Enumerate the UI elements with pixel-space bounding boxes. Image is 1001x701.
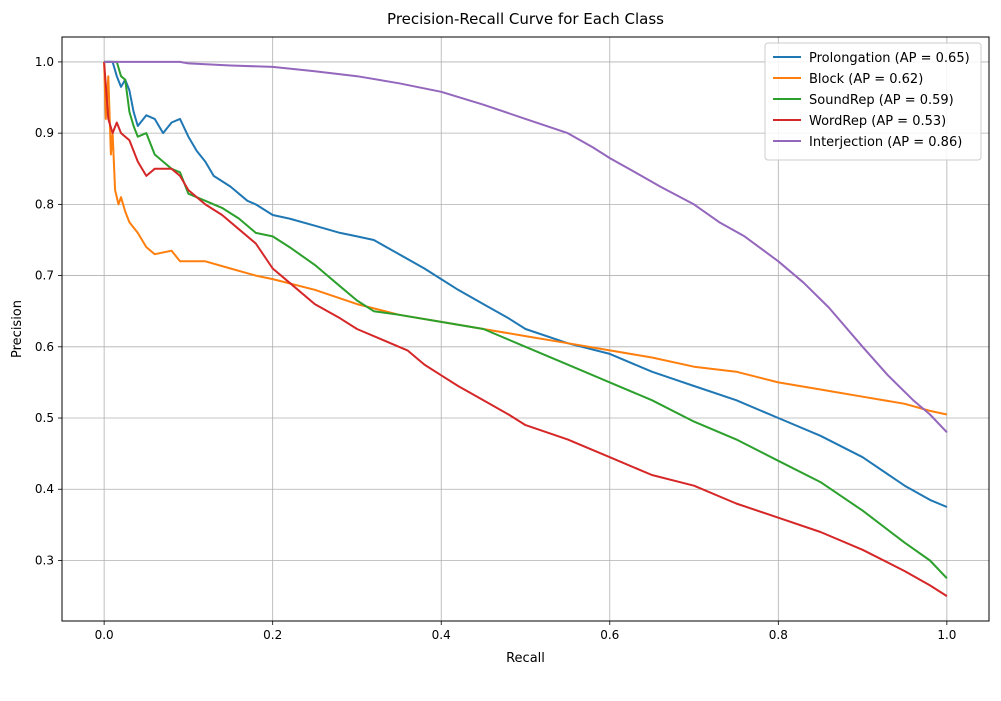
x-tick-label: 0.8 <box>769 628 788 642</box>
series-line-0 <box>104 60 948 508</box>
x-axis-label: Recall <box>506 651 545 666</box>
series-line-3 <box>103 61 948 597</box>
legend-label: WordRep (AP = 0.53) <box>809 114 946 129</box>
y-tick-label: 0.9 <box>35 126 54 140</box>
legend-label: Interjection (AP = 0.86) <box>809 135 962 150</box>
legend-label: SoundRep (AP = 0.59) <box>809 93 954 108</box>
x-tick-label: 1.0 <box>937 628 956 642</box>
x-tick-label: 0.2 <box>263 628 282 642</box>
y-tick-label: 0.4 <box>35 482 54 496</box>
legend: Prolongation (AP = 0.65) Block (AP = 0.62… <box>764 42 982 161</box>
legend-label: Prolongation (AP = 0.65) <box>809 51 970 66</box>
series-line-1 <box>103 61 948 416</box>
y-tick-label: 0.8 <box>35 197 54 211</box>
x-tick-label: 0.6 <box>600 628 619 642</box>
y-tick-label: 0.7 <box>35 269 54 283</box>
x-tick-label: 0.4 <box>432 628 451 642</box>
ticks: 0.0 0.2 0.4 0.6 0.8 1.0 0.3 0.4 0.5 0.6 0.7 0.8 0.9 1… <box>35 55 957 642</box>
legend-box <box>764 42 982 161</box>
series-line-2 <box>104 60 948 579</box>
x-tick-label: 0.0 <box>95 628 114 642</box>
plot-frame <box>61 36 990 622</box>
chart-title: Precision-Recall Curve for Each Class <box>387 10 664 28</box>
y-axis-label: Precision <box>10 300 25 358</box>
y-tick-label: 0.3 <box>35 553 54 567</box>
y-tick-label: 1.0 <box>35 55 54 69</box>
legend-label: Block (AP = 0.62) <box>809 72 923 87</box>
series-line-4 <box>104 60 948 433</box>
y-tick-label: 0.5 <box>35 411 54 425</box>
series-lines <box>103 60 948 597</box>
y-tick-label: 0.6 <box>35 340 54 354</box>
